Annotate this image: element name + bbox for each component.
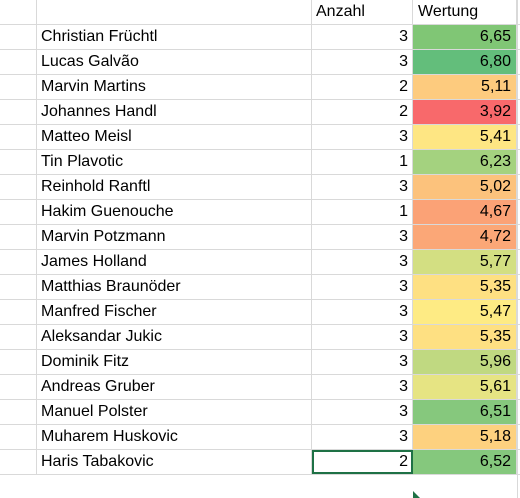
table-row: Andreas Gruber 3 5,61: [0, 375, 520, 400]
count-cell[interactable]: 2: [312, 450, 413, 474]
rating-cell[interactable]: 4,72: [413, 225, 517, 249]
table-row: Dominik Fitz 3 5,96: [0, 350, 520, 375]
table-row: Tin Plavotic 1 6,23: [0, 150, 520, 175]
count-cell[interactable]: 3: [312, 325, 413, 349]
table-row: Hakim Guenouche 1 4,67: [0, 200, 520, 225]
row-cell-a[interactable]: [0, 450, 37, 474]
player-name-cell[interactable]: Aleksandar Jukic: [37, 325, 312, 349]
player-name-cell[interactable]: James Holland: [37, 250, 312, 274]
table-row: Marvin Potzmann 3 4,72: [0, 225, 520, 250]
table-row: Marvin Martins 2 5,11: [0, 75, 520, 100]
player-name-cell[interactable]: Tin Plavotic: [37, 150, 312, 174]
rating-cell[interactable]: 5,77: [413, 250, 517, 274]
row-cell-a[interactable]: [0, 50, 37, 74]
table-row: Christian Früchtl 3 6,65: [0, 25, 520, 50]
table-row: Manuel Polster 3 6,51: [0, 400, 520, 425]
count-cell[interactable]: 3: [312, 125, 413, 149]
count-cell[interactable]: 3: [312, 225, 413, 249]
rating-cell[interactable]: 6,51: [413, 400, 517, 424]
count-cell[interactable]: 3: [312, 175, 413, 199]
table-row: Manfred Fischer 3 5,47: [0, 300, 520, 325]
rating-cell[interactable]: 5,35: [413, 325, 517, 349]
count-cell[interactable]: 3: [312, 50, 413, 74]
table-row: James Holland 3 5,77: [0, 250, 520, 275]
header-cell-rating[interactable]: Wertung: [413, 0, 517, 24]
row-cell-a[interactable]: [0, 425, 37, 449]
row-cell-a[interactable]: [0, 225, 37, 249]
count-cell[interactable]: 1: [312, 200, 413, 224]
row-cell-a[interactable]: [0, 175, 37, 199]
rating-cell[interactable]: 4,67: [413, 200, 517, 224]
player-name-cell[interactable]: Dominik Fitz: [37, 350, 312, 374]
row-cell-a[interactable]: [0, 125, 37, 149]
header-cell-a[interactable]: [0, 0, 37, 24]
player-name-cell[interactable]: Hakim Guenouche: [37, 200, 312, 224]
count-cell[interactable]: 1: [312, 150, 413, 174]
player-name-cell[interactable]: Andreas Gruber: [37, 375, 312, 399]
player-name-cell[interactable]: Marvin Martins: [37, 75, 312, 99]
row-cell-a[interactable]: [0, 400, 37, 424]
row-cell-a[interactable]: [0, 100, 37, 124]
player-name-cell[interactable]: Manfred Fischer: [37, 300, 312, 324]
rating-cell[interactable]: 5,41: [413, 125, 517, 149]
count-cell[interactable]: 3: [312, 25, 413, 49]
grid-right-border: [517, 0, 518, 498]
player-name-cell[interactable]: Muharem Huskovic: [37, 425, 312, 449]
table-row: Aleksandar Jukic 3 5,35: [0, 325, 520, 350]
player-name-cell[interactable]: Haris Tabakovic: [37, 450, 312, 474]
count-cell[interactable]: 3: [312, 275, 413, 299]
rating-cell[interactable]: 5,35: [413, 275, 517, 299]
rating-cell[interactable]: 5,47: [413, 300, 517, 324]
rating-cell[interactable]: 6,23: [413, 150, 517, 174]
count-cell[interactable]: 3: [312, 425, 413, 449]
count-cell[interactable]: 3: [312, 375, 413, 399]
rating-cell[interactable]: 6,80: [413, 50, 517, 74]
player-name-cell[interactable]: Matthias Braunöder: [37, 275, 312, 299]
rating-cell[interactable]: 6,52: [413, 450, 517, 474]
player-name-cell[interactable]: Christian Früchtl: [37, 25, 312, 49]
table-row: Haris Tabakovic 2 6,52: [0, 450, 520, 475]
count-cell[interactable]: 3: [312, 400, 413, 424]
table-row: Matteo Meisl 3 5,41: [0, 125, 520, 150]
count-cell[interactable]: 2: [312, 75, 413, 99]
player-name-cell[interactable]: Lucas Galvão: [37, 50, 312, 74]
fill-handle-icon[interactable]: [413, 491, 420, 498]
row-cell-a[interactable]: [0, 150, 37, 174]
rating-cell[interactable]: 5,61: [413, 375, 517, 399]
count-cell[interactable]: 3: [312, 250, 413, 274]
table-row: Muharem Huskovic 3 5,18: [0, 425, 520, 450]
count-cell[interactable]: 2: [312, 100, 413, 124]
rating-cell[interactable]: 6,65: [413, 25, 517, 49]
row-cell-a[interactable]: [0, 200, 37, 224]
rating-cell[interactable]: 3,92: [413, 100, 517, 124]
row-cell-a[interactable]: [0, 300, 37, 324]
count-cell[interactable]: 3: [312, 300, 413, 324]
player-name-cell[interactable]: Marvin Potzmann: [37, 225, 312, 249]
table-row: Lucas Galvão 3 6,80: [0, 50, 520, 75]
player-name-cell[interactable]: Reinhold Ranftl: [37, 175, 312, 199]
header-cell-name[interactable]: [37, 0, 312, 24]
count-cell[interactable]: 3: [312, 350, 413, 374]
row-cell-a[interactable]: [0, 75, 37, 99]
rating-cell[interactable]: 5,18: [413, 425, 517, 449]
rating-cell[interactable]: 5,11: [413, 75, 517, 99]
header-cell-count[interactable]: Anzahl: [312, 0, 413, 24]
player-name-cell[interactable]: Matteo Meisl: [37, 125, 312, 149]
table-row: Matthias Braunöder 3 5,35: [0, 275, 520, 300]
player-name-cell[interactable]: Johannes Handl: [37, 100, 312, 124]
table-row: Reinhold Ranftl 3 5,02: [0, 175, 520, 200]
row-cell-a[interactable]: [0, 325, 37, 349]
row-cell-a[interactable]: [0, 250, 37, 274]
row-cell-a[interactable]: [0, 25, 37, 49]
row-cell-a[interactable]: [0, 375, 37, 399]
rating-cell[interactable]: 5,02: [413, 175, 517, 199]
player-name-cell[interactable]: Manuel Polster: [37, 400, 312, 424]
rating-cell[interactable]: 5,96: [413, 350, 517, 374]
row-cell-a[interactable]: [0, 350, 37, 374]
table-row: Johannes Handl 2 3,92: [0, 100, 520, 125]
row-cell-a[interactable]: [0, 275, 37, 299]
header-row: Anzahl Wertung: [0, 0, 520, 25]
